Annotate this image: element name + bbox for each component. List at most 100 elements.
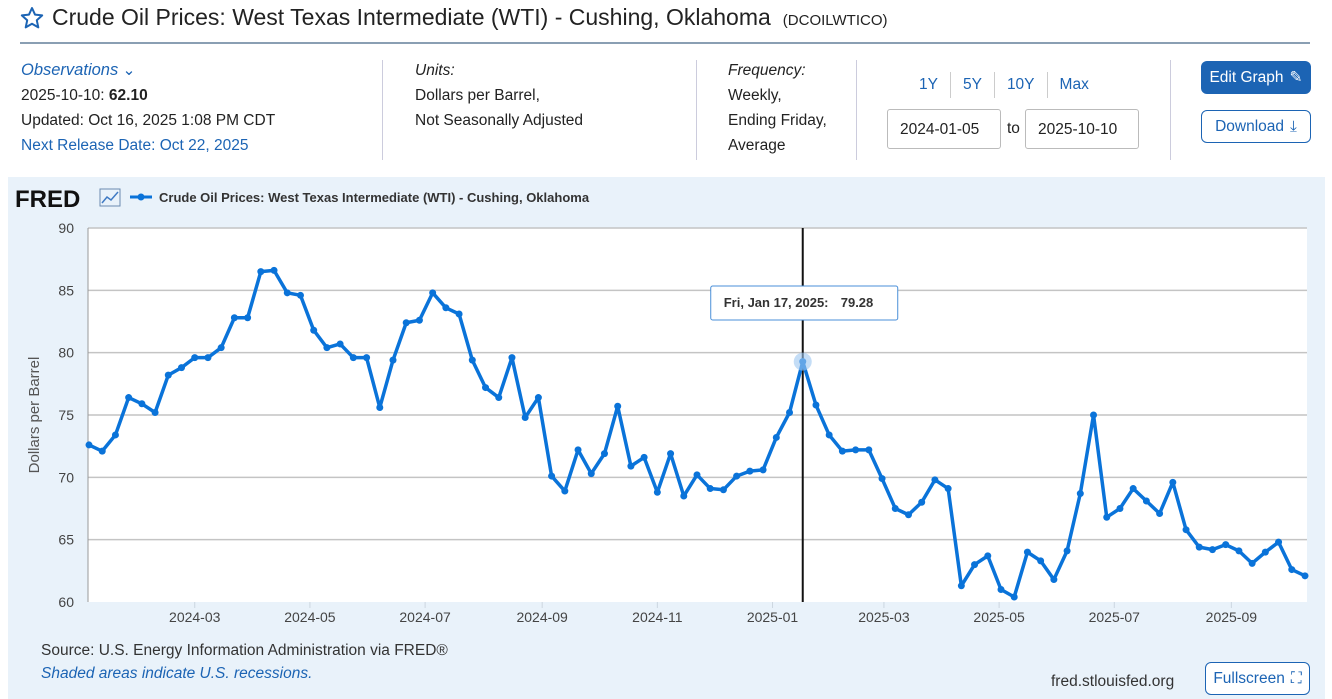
data-point <box>98 447 106 455</box>
frequency-value: Weekly, <box>728 87 782 104</box>
data-point <box>310 326 318 334</box>
data-point <box>680 492 688 500</box>
data-point <box>1037 557 1045 565</box>
data-point <box>1129 485 1137 493</box>
frequency-block: Frequency: Weekly, Ending Friday, Averag… <box>728 58 827 158</box>
edit-icon: ✎ <box>1289 69 1303 86</box>
data-point <box>548 472 556 480</box>
units-label: Units: <box>415 62 455 79</box>
data-point <box>125 394 133 402</box>
frequency-value: Average <box>728 137 786 154</box>
download-icon: ⤓ <box>1290 117 1297 135</box>
data-point <box>865 446 873 454</box>
data-point <box>1261 548 1269 556</box>
data-point <box>719 486 727 494</box>
x-tick-label: 2024-07 <box>399 609 451 625</box>
data-point <box>1169 478 1177 486</box>
data-point <box>230 314 238 322</box>
obs-date: 2025-10-10: <box>21 87 105 104</box>
data-point <box>442 304 450 312</box>
data-point <box>759 466 767 474</box>
data-point <box>904 511 912 519</box>
data-point <box>257 268 265 276</box>
data-point <box>600 450 608 458</box>
data-point <box>627 462 635 470</box>
y-axis-label: Dollars per Barrel <box>26 357 43 474</box>
data-point <box>1222 541 1230 549</box>
star-icon[interactable] <box>20 6 44 30</box>
y-tick-label: 60 <box>58 594 74 610</box>
divider <box>20 42 1310 44</box>
obs-value: 62.10 <box>108 87 148 104</box>
x-tick-label: 2024-05 <box>284 609 336 625</box>
chevron-down-icon[interactable]: ⌄ <box>122 62 136 79</box>
range-5y[interactable]: 5Y <box>951 72 995 98</box>
data-point <box>283 289 291 297</box>
data-point <box>1050 576 1058 584</box>
edit-graph-button[interactable]: Edit Graph ✎ <box>1201 61 1311 94</box>
x-tick-label: 2024-03 <box>169 609 221 625</box>
range-max[interactable]: Max <box>1059 76 1089 93</box>
data-point <box>878 475 886 483</box>
updated-text: Updated: Oct 16, 2025 1:08 PM CDT <box>21 112 276 129</box>
divider <box>1170 60 1171 160</box>
data-point <box>363 354 371 362</box>
y-tick-label: 90 <box>58 220 74 236</box>
data-point <box>336 340 344 348</box>
data-point <box>693 471 701 479</box>
data-point <box>85 441 93 449</box>
data-point <box>1301 572 1309 580</box>
data-point <box>1182 526 1190 534</box>
next-release-link[interactable]: Next Release Date: Oct 22, 2025 <box>21 137 249 154</box>
y-tick-label: 70 <box>58 469 74 485</box>
tooltip: Fri, Jan 17, 2025: 79.28 <box>710 285 899 321</box>
x-tick-label: 2024-11 <box>632 609 683 625</box>
data-point <box>706 485 714 493</box>
data-point <box>825 431 833 439</box>
download-label: Download <box>1215 117 1285 135</box>
observations-dropdown[interactable]: Observations <box>21 61 119 79</box>
data-point <box>534 394 542 402</box>
site-url[interactable]: fred.stlouisfed.org <box>1051 673 1175 690</box>
data-point <box>574 446 582 454</box>
data-point <box>984 552 992 560</box>
data-point <box>614 402 622 410</box>
data-point <box>349 354 357 362</box>
data-point <box>1275 538 1283 546</box>
y-tick-label: 75 <box>58 407 74 423</box>
data-point <box>1208 546 1216 554</box>
x-tick-label: 2025-03 <box>858 609 910 625</box>
end-date-input[interactable]: 2025-10-10 <box>1025 109 1139 149</box>
data-point <box>178 364 186 372</box>
start-date-input[interactable]: 2024-01-05 <box>887 109 1001 149</box>
range-10y[interactable]: 10Y <box>995 72 1048 98</box>
data-point <box>587 470 595 478</box>
data-point <box>270 266 278 274</box>
data-point <box>1116 505 1124 512</box>
fullscreen-label: Fullscreen <box>1213 669 1285 687</box>
fullscreen-button[interactable]: Fullscreen ⛶ <box>1205 662 1310 695</box>
data-point <box>786 409 794 417</box>
data-point <box>812 401 820 409</box>
data-point <box>1142 497 1150 505</box>
data-point <box>1288 566 1296 574</box>
data-point <box>944 485 952 493</box>
recession-note[interactable]: Shaded areas indicate U.S. recessions. <box>41 665 313 682</box>
y-tick-label: 80 <box>58 345 74 361</box>
x-tick-label: 2025-07 <box>1089 609 1141 625</box>
download-button[interactable]: Download ⤓ <box>1201 110 1311 143</box>
data-point <box>217 344 225 352</box>
data-point <box>296 291 304 299</box>
units-block: Units: Dollars per Barrel, Not Seasonall… <box>415 58 583 133</box>
data-point <box>733 472 741 480</box>
divider <box>856 60 857 160</box>
data-point <box>482 384 490 392</box>
range-1y[interactable]: 1Y <box>907 72 951 98</box>
data-point <box>468 356 476 364</box>
tooltip-value: 79.28 <box>841 295 874 310</box>
data-point <box>971 561 979 569</box>
expand-icon: ⛶ <box>1290 669 1302 687</box>
data-point <box>640 453 648 461</box>
data-point <box>415 316 423 324</box>
